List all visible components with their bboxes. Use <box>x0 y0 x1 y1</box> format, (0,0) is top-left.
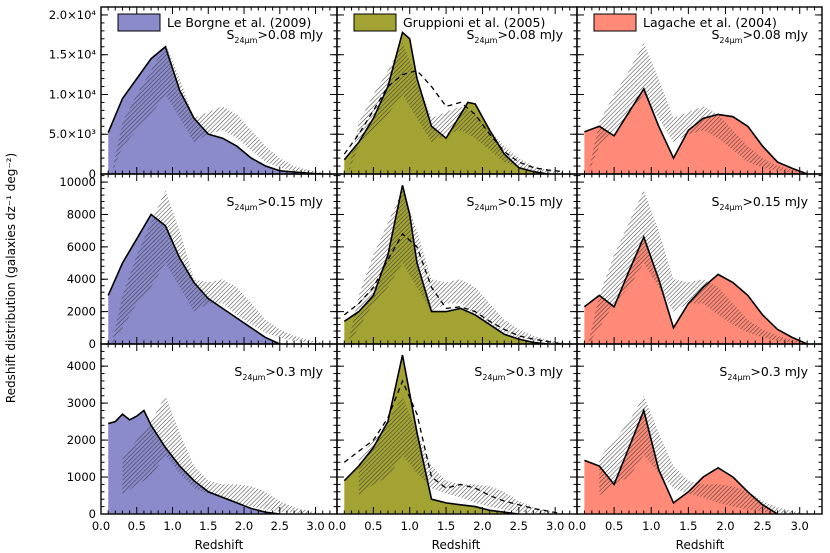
x-tick-label: 0.0 <box>568 519 586 533</box>
observed-band <box>347 42 563 174</box>
observed-band <box>347 190 563 344</box>
panel-plot-area <box>584 395 808 514</box>
y-tick-label: 0 <box>89 507 96 521</box>
panel-plot-area <box>343 30 563 174</box>
y-tick-label: 2000 <box>67 433 96 447</box>
y-tick-label: 2000 <box>67 305 96 319</box>
model-line <box>107 213 281 344</box>
flux-threshold-label: S24μm>0.15 mJy <box>711 194 808 212</box>
flux-threshold-label: S24μm>0.15 mJy <box>226 194 323 212</box>
x-tick-label: 1.5 <box>437 519 455 533</box>
dashed-model-line <box>343 232 563 344</box>
legend-swatch <box>117 13 161 32</box>
legend-label: Lagache et al. (2004) <box>643 15 777 30</box>
dashed-model-line <box>343 69 563 173</box>
observed-band <box>111 42 323 174</box>
panel-r2-c2: S24μm>0.15 mJy <box>336 173 578 345</box>
observed-band <box>122 395 323 514</box>
flux-threshold-label: S24μm>0.08 mJy <box>466 27 563 45</box>
panel-r3-c2: 0.0 0.5 1.0 1.5 2.0 2.5 3.0 S24μm>0.3 mJy <box>328 343 578 533</box>
model-line <box>107 409 280 514</box>
x-tick-label: 0.5 <box>364 519 382 533</box>
y-tick-label: 4000 <box>67 359 96 373</box>
x-tick-label: 2.5 <box>753 519 771 533</box>
flux-threshold-label: S24μm>0.3 mJy <box>474 364 563 382</box>
panel-r2-c1: 0 2000 4000 6000 8000 10000 S24μm>0.15 mJy <box>59 173 338 351</box>
panel-r2-c3: S24μm>0.15 mJy <box>576 173 823 345</box>
x-tick-label: 1.5 <box>679 519 697 533</box>
y-tick-label: 10000 <box>59 175 96 189</box>
x-tick-label: 1.0 <box>401 519 419 533</box>
x-tick-label: 2.5 <box>271 519 289 533</box>
flux-threshold-label: S24μm>0.15 mJy <box>466 194 563 212</box>
x-axis-label-col-1: Redshift <box>195 538 244 552</box>
panel-r1-c3: Lagache et al. (2004)S24μm>0.08 mJy <box>576 6 823 175</box>
observed-band <box>358 395 563 514</box>
panel-frame <box>576 343 823 515</box>
panel-plot-area <box>343 354 563 514</box>
panel-plot-area <box>107 190 323 344</box>
panel-plot-area <box>107 395 323 514</box>
model-line <box>343 354 519 514</box>
dashed-model-line <box>343 379 563 514</box>
legend-swatch <box>593 13 637 32</box>
model-line <box>343 185 548 344</box>
y-axis-label: Redshift distribution (galaxies dz⁻¹ deg… <box>4 153 18 403</box>
panel-r1-c1: 0 5.0×10³ 1.0×10⁴ 1.5×10⁴ 2.0×10⁴ Le Borgne e… <box>49 6 338 181</box>
y-tick-label: 0 <box>89 337 96 351</box>
x-axis-label-col-2: Redshift <box>432 538 481 552</box>
model-line <box>584 407 778 514</box>
model-line <box>343 30 549 174</box>
flux-threshold-label: S24μm>0.3 mJy <box>719 364 808 382</box>
observed-band <box>111 190 323 344</box>
y-tick-label: 1000 <box>67 470 96 484</box>
legend-label: Gruppioni et al. (2005) <box>403 15 545 30</box>
panel-plot-area <box>343 185 563 344</box>
y-tick-label: 6000 <box>67 240 96 254</box>
x-tick-label: 0.5 <box>605 519 623 533</box>
x-tick-label: 2.5 <box>510 519 528 533</box>
panel-plot-area <box>583 190 808 344</box>
model-line <box>583 234 808 344</box>
y-tick-label: 3000 <box>67 396 96 410</box>
y-tick-label: 1.0×10⁴ <box>49 87 97 101</box>
observed-band <box>588 42 808 174</box>
x-tick-label: 0.5 <box>128 519 146 533</box>
model-line <box>584 87 808 174</box>
y-tick-label: 8000 <box>67 207 96 221</box>
flux-threshold-label: S24μm>0.3 mJy <box>234 364 323 382</box>
x-tick-label: 2.0 <box>716 519 734 533</box>
x-axis-label-col-3: Redshift <box>676 538 725 552</box>
panel-plot-area <box>584 42 808 174</box>
panel-plot-area <box>107 42 323 174</box>
x-tick-label: 0.0 <box>92 519 110 533</box>
observed-band <box>588 190 808 344</box>
x-tick-label: 3.0 <box>546 519 564 533</box>
panel-r3-c3: 0.0 0.5 1.0 1.5 2.0 2.5 3.0 S24μm>0.3 mJy <box>568 343 823 533</box>
y-tick-label: 5.0×10³ <box>49 127 97 141</box>
y-tick-label: 4000 <box>67 272 96 286</box>
x-tick-label: 1.0 <box>163 519 181 533</box>
x-tick-label: 1.0 <box>642 519 660 533</box>
flux-threshold-label: S24μm>0.08 mJy <box>711 27 808 45</box>
flux-threshold-label: S24μm>0.08 mJy <box>226 27 323 45</box>
x-tick-label: 2.0 <box>235 519 253 533</box>
y-tick-label: 1.5×10⁴ <box>49 48 97 62</box>
x-tick-label: 3.0 <box>306 519 324 533</box>
x-tick-label: 3.0 <box>791 519 809 533</box>
panel-r1-c2: Gruppioni et al. (2005)S24μm>0.08 mJy <box>336 6 578 175</box>
x-tick-label: 0.0 <box>328 519 346 533</box>
panel-r3-c1: 0 1000 2000 3000 4000 0.0 0.5 1.0 1.5 2.0 2.5 3.0 S2… <box>67 343 338 533</box>
x-tick-label: 1.5 <box>199 519 217 533</box>
y-tick-label: 2.0×10⁴ <box>49 8 97 22</box>
observed-band <box>599 395 808 514</box>
legend-label: Le Borgne et al. (2009) <box>167 15 311 30</box>
y-tick-label: 0 <box>89 167 96 181</box>
legend-swatch <box>353 13 397 32</box>
x-tick-label: 2.0 <box>473 519 491 533</box>
